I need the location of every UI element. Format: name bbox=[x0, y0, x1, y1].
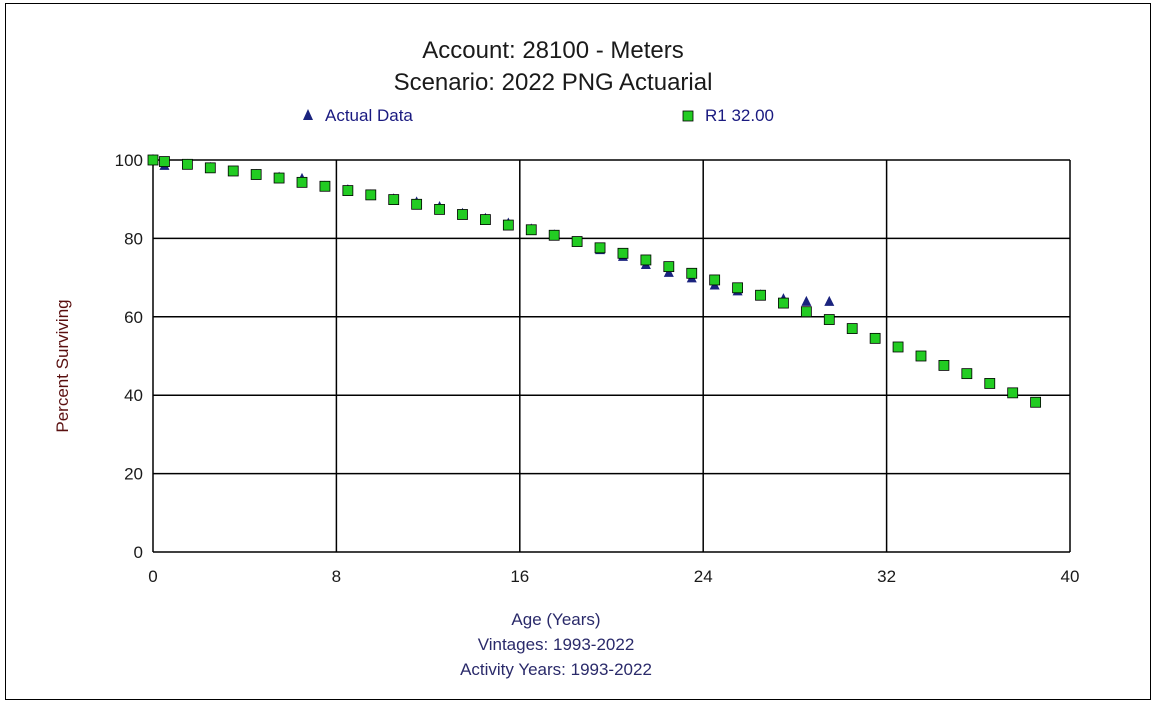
r1-point bbox=[480, 214, 491, 225]
r1-point bbox=[800, 306, 812, 318]
r1-point bbox=[388, 194, 400, 205]
chart-title: Account: 28100 - Meters bbox=[422, 37, 683, 64]
r1-point bbox=[147, 154, 159, 166]
r1-point bbox=[961, 368, 973, 380]
r1-point bbox=[709, 274, 721, 286]
r1-point bbox=[846, 323, 858, 334]
r1-point bbox=[915, 350, 927, 362]
r1-point bbox=[250, 169, 262, 180]
legend-square-marker bbox=[682, 110, 694, 122]
r1-point bbox=[755, 289, 766, 301]
r1-point bbox=[1030, 396, 1042, 408]
r1-point bbox=[984, 378, 996, 389]
y-tick-label: 80 bbox=[124, 229, 143, 248]
r1-point bbox=[502, 219, 514, 231]
r1-point bbox=[892, 341, 904, 353]
chart-frame bbox=[5, 3, 1151, 700]
r1-point bbox=[640, 254, 652, 266]
r1-point bbox=[342, 185, 354, 196]
r1-point bbox=[434, 203, 445, 215]
activity-years-label: Activity Years: 1993-2022 bbox=[460, 660, 652, 679]
r1-point bbox=[159, 156, 170, 167]
r1-point bbox=[686, 267, 698, 279]
r1-point bbox=[525, 224, 537, 236]
r1-point bbox=[296, 176, 308, 188]
legend: Actual Data R1 32.00 bbox=[303, 106, 774, 125]
r1-point bbox=[273, 172, 285, 184]
r1-point bbox=[778, 297, 789, 309]
r1-point bbox=[181, 158, 193, 170]
y-tick-label: 100 bbox=[115, 151, 143, 170]
y-tick-labels: 0 20 40 60 80 100 bbox=[115, 151, 143, 562]
x-tick-label: 24 bbox=[694, 567, 713, 586]
series-square bbox=[147, 154, 1042, 408]
y-tick-label: 20 bbox=[124, 465, 143, 484]
r1-point bbox=[1007, 387, 1019, 399]
x-axis-label: Age (Years) bbox=[511, 610, 600, 629]
legend-triangle-marker bbox=[303, 109, 313, 120]
y-axis-label: Percent Surviving bbox=[53, 299, 72, 432]
x-tick-label: 40 bbox=[1061, 567, 1080, 586]
r1-point bbox=[663, 261, 675, 273]
r1-point bbox=[938, 360, 950, 371]
x-tick-labels: 0 8 16 24 32 40 bbox=[148, 567, 1079, 586]
r1-point bbox=[869, 332, 881, 344]
plot-grid bbox=[152, 159, 1071, 553]
r1-point bbox=[457, 209, 468, 220]
y-tick-label: 40 bbox=[124, 386, 143, 405]
actual-data-point bbox=[824, 295, 835, 306]
legend-label-r1: R1 32.00 bbox=[705, 106, 774, 125]
r1-point bbox=[617, 247, 629, 259]
x-tick-label: 8 bbox=[332, 567, 341, 586]
r1-point bbox=[823, 314, 835, 325]
vintages-label: Vintages: 1993-2022 bbox=[478, 635, 635, 654]
r1-point bbox=[227, 165, 239, 177]
r1-point bbox=[411, 198, 423, 210]
x-tick-label: 0 bbox=[148, 567, 157, 586]
x-tick-label: 16 bbox=[510, 567, 529, 586]
r1-point bbox=[548, 229, 560, 241]
chart-subtitle: Scenario: 2022 PNG Actuarial bbox=[394, 69, 713, 96]
r1-point bbox=[204, 162, 216, 174]
x-tick-label: 32 bbox=[877, 567, 896, 586]
r1-point bbox=[365, 189, 377, 201]
r1-point bbox=[319, 180, 331, 192]
actual-data-point bbox=[801, 295, 812, 306]
y-tick-label: 60 bbox=[124, 308, 143, 327]
r1-point bbox=[594, 242, 606, 254]
r1-point bbox=[732, 282, 743, 294]
r1-point bbox=[571, 236, 583, 247]
data-points bbox=[147, 154, 1042, 408]
y-tick-label: 0 bbox=[134, 543, 143, 562]
legend-label-actual-data: Actual Data bbox=[325, 106, 413, 125]
